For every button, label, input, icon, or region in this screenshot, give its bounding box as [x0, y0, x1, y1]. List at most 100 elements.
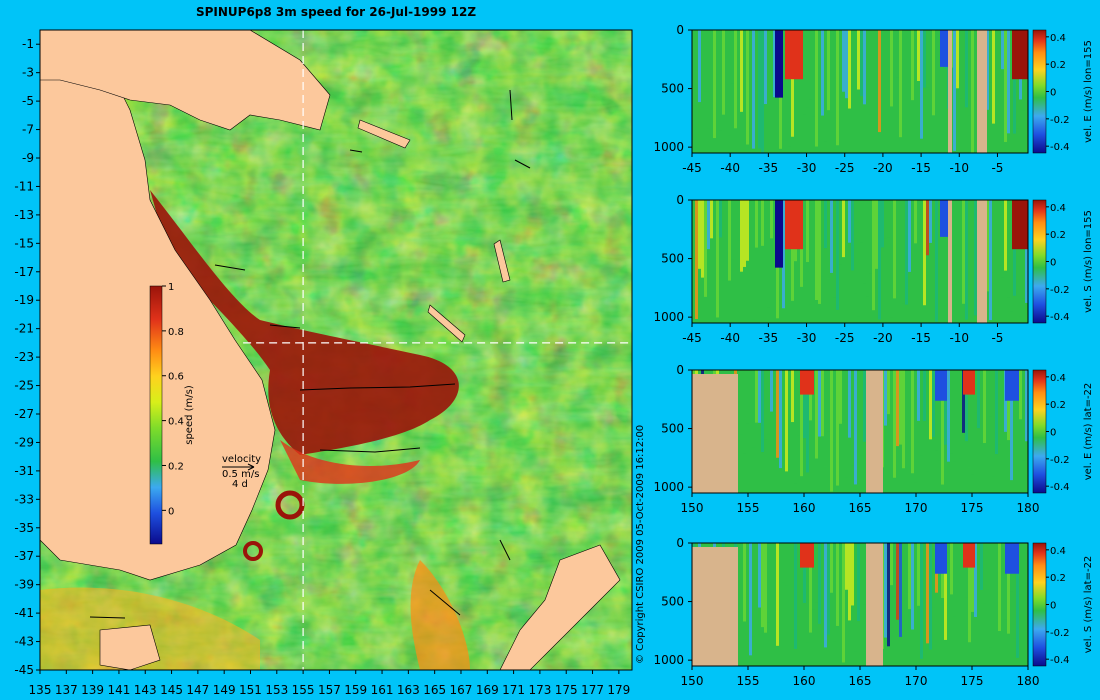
panel-colorbar-tick-label: 0.2: [1050, 60, 1066, 71]
panel-texture: [716, 200, 719, 318]
panel-texture: [875, 200, 878, 269]
panel-texture: [956, 543, 959, 643]
panel-texture: [935, 200, 938, 322]
panel-texture: [818, 200, 821, 304]
map-y-tick-label: -5: [22, 94, 34, 108]
panel-x-tick-label: 170: [905, 674, 928, 688]
panel-texture: [914, 30, 917, 111]
panel-texture: [1022, 370, 1025, 461]
panel-texture: [923, 543, 926, 666]
panel-texture: [1025, 200, 1028, 303]
map-x-tick-label: 159: [344, 683, 367, 697]
panel-x-tick-label: -20: [873, 161, 893, 175]
panel-feature: [1012, 30, 1028, 80]
panel-texture: [1025, 370, 1028, 442]
panel-texture: [839, 543, 842, 614]
panel-frame: [691, 29, 1029, 154]
panel-texture: [974, 370, 977, 413]
panel-texture: [821, 200, 824, 277]
panel-texture: [692, 30, 695, 106]
panel-feature: [963, 543, 975, 568]
panel-texture: [923, 30, 926, 88]
panel-texture: [995, 200, 998, 251]
panel-feature: [963, 370, 975, 395]
panel-x-tick-label: -20: [873, 331, 893, 345]
panel-texture: [971, 543, 974, 612]
panel-texture: [965, 200, 968, 320]
panel-texture: [704, 30, 707, 92]
velocity-arrow: [319, 447, 421, 453]
panel-texture: [806, 200, 809, 263]
panel-texture: [983, 543, 986, 604]
panel-texture: [740, 543, 743, 593]
panel-colorbar-tick-label: 0.4: [1050, 33, 1066, 44]
panel-texture: [908, 30, 911, 76]
panel-texture: [917, 30, 920, 82]
panel-texture: [746, 370, 749, 424]
panel-texture: [755, 200, 758, 248]
panel-texture: [794, 370, 797, 484]
panel-x-tick-label: 175: [961, 501, 984, 515]
panel-land: [948, 200, 952, 323]
map-y-tick-label: -35: [14, 521, 34, 535]
panel-texture: [992, 200, 995, 273]
panel-colorbar-tick-label: -0.2: [1050, 285, 1070, 296]
panel-texture: [959, 370, 962, 459]
panel-land: [692, 547, 738, 666]
panel-texture: [842, 543, 845, 663]
panel-texture: [1001, 200, 1004, 278]
panel-x-tick-label: -45: [682, 331, 702, 345]
panel-texture: [758, 370, 761, 423]
panel-colorbar-tick-label: 0: [1050, 428, 1056, 439]
panel-texture: [986, 543, 989, 590]
colorbar-main-tick-label: 0.4: [168, 417, 184, 428]
panel-texture: [911, 543, 914, 630]
panel-texture: [920, 200, 923, 276]
panel-feature: [935, 370, 947, 401]
velocity-arrow: [89, 616, 126, 619]
map-y-tick-label: -3: [22, 66, 34, 80]
panel-texture: [710, 200, 713, 239]
panel-texture: [917, 543, 920, 606]
panel-texture: [719, 30, 722, 131]
panel-texture: [917, 200, 920, 313]
panel-texture: [869, 30, 872, 115]
colorbar-main-tick-label: 0.8: [168, 327, 184, 338]
panel-texture: [965, 543, 968, 598]
panel-texture: [980, 543, 983, 590]
panel-texture: [908, 200, 911, 272]
panel-texture: [890, 200, 893, 318]
panel-y-tick-label: 1000: [653, 140, 684, 154]
panel-texture: [1007, 370, 1010, 441]
panel-texture: [986, 200, 989, 292]
map-y-tick-label: -25: [14, 379, 34, 393]
panel-texture: [959, 200, 962, 274]
panel-y-tick-label: 1000: [653, 653, 684, 667]
panel-texture: [938, 370, 941, 461]
panel-texture: [743, 200, 746, 267]
panel-colorbar-tick-label: 0.2: [1050, 230, 1066, 241]
panel-texture: [755, 543, 758, 644]
panel-texture: [983, 370, 986, 444]
panel-texture: [929, 543, 932, 650]
panel-texture: [974, 200, 977, 316]
panel-texture: [866, 30, 869, 69]
panel-texture: [935, 370, 938, 451]
panel-texture: [797, 370, 800, 436]
section-panels: -45 -40 -35 -30 -25 -20 -15 -10 -5 0 500 1000 0.4 0.2…: [653, 23, 1094, 688]
panel-x-tick-label: -15: [911, 161, 931, 175]
panel-texture: [962, 543, 965, 646]
land-new-guinea: [39, 29, 331, 131]
panel-texture: [944, 543, 947, 640]
panel-colorbar-tick-label: 0.4: [1050, 373, 1066, 384]
panel-texture: [977, 370, 980, 429]
panel-texture: [902, 543, 905, 601]
panel-texture: [749, 543, 752, 656]
panel-texture: [731, 200, 734, 260]
map-y-tick-label: -31: [14, 464, 34, 478]
panel-texture: [896, 543, 899, 620]
velocity-legend-time: 4 d: [232, 479, 248, 490]
panel-x-tick-label: 155: [737, 501, 760, 515]
main-map: [39, 29, 633, 671]
panel-texture: [914, 200, 917, 244]
